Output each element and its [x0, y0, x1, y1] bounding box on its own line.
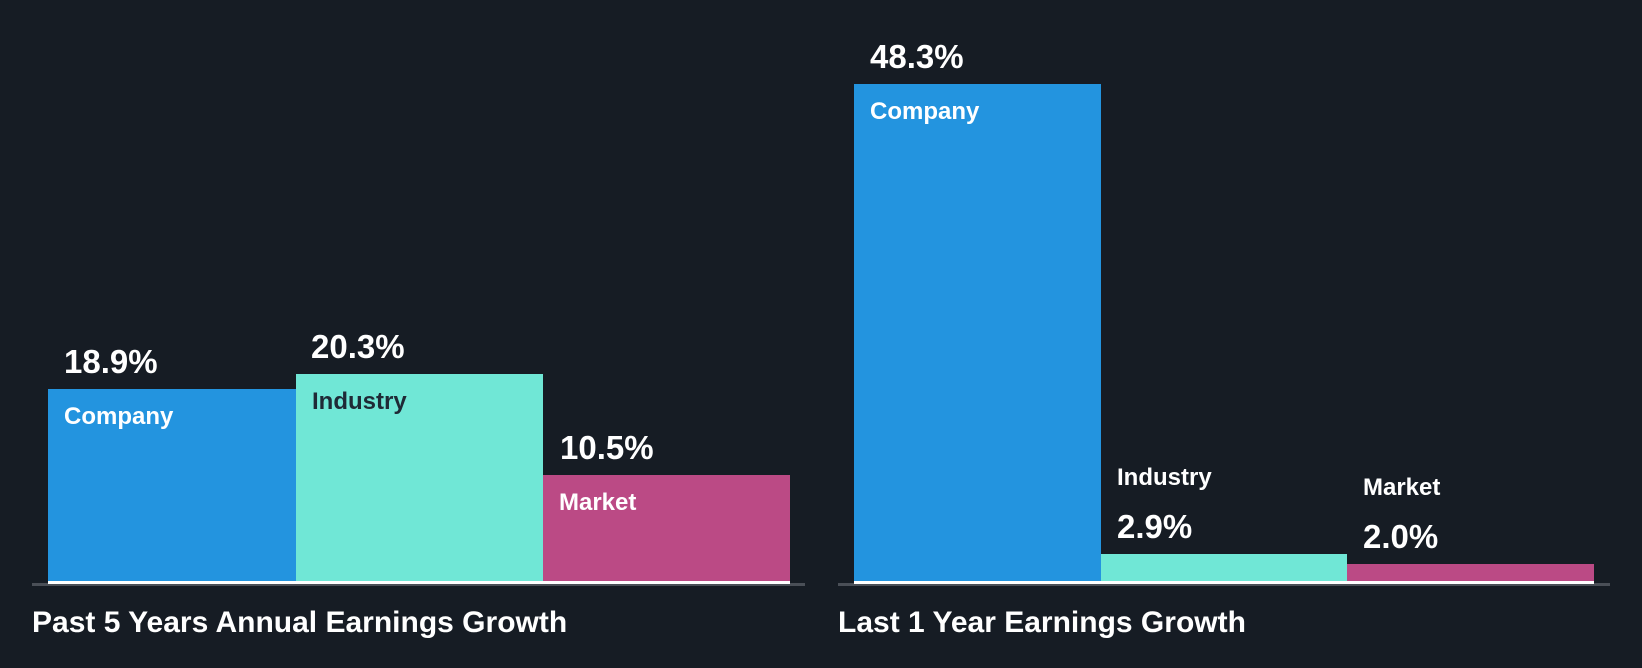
bar-baseline: [48, 581, 296, 584]
left-bar-industry-label: Industry: [312, 388, 407, 415]
right-bar-company: Company: [854, 84, 1101, 584]
left-chart-title: Past 5 Years Annual Earnings Growth: [32, 606, 568, 639]
bar-baseline: [543, 581, 790, 584]
right-chart-title: Last 1 Year Earnings Growth: [838, 606, 1246, 639]
bar-baseline: [1347, 581, 1594, 584]
bar-baseline: [854, 581, 1101, 584]
left-bar-market-label: Market: [559, 489, 637, 516]
right-bar-market-label: Market: [1363, 474, 1441, 501]
right-bar-industry-label: Industry: [1117, 464, 1212, 491]
bar-baseline: [296, 581, 543, 584]
right-axis-line: [838, 583, 1610, 586]
left-bar-industry: Industry: [296, 374, 543, 584]
left-bar-company: Company: [48, 389, 296, 584]
right-value-industry: 2.9%: [1117, 508, 1193, 545]
right-bar-company-label: Company: [870, 98, 980, 125]
right-bar-market: [1347, 564, 1594, 584]
right-value-company: 48.3%: [870, 38, 964, 75]
right-bar-industry: [1101, 554, 1347, 584]
left-chart: Company 18.9% Industry 20.3% Market 10.5…: [32, 328, 805, 639]
bar-baseline: [1101, 581, 1347, 584]
left-value-market: 10.5%: [560, 429, 654, 466]
left-value-industry: 20.3%: [311, 328, 405, 365]
left-bar-company-label: Company: [64, 403, 174, 430]
right-value-market: 2.0%: [1363, 518, 1439, 555]
left-value-company: 18.9%: [64, 343, 158, 380]
left-axis-line: [32, 583, 805, 586]
left-bar-market: Market: [543, 475, 790, 584]
